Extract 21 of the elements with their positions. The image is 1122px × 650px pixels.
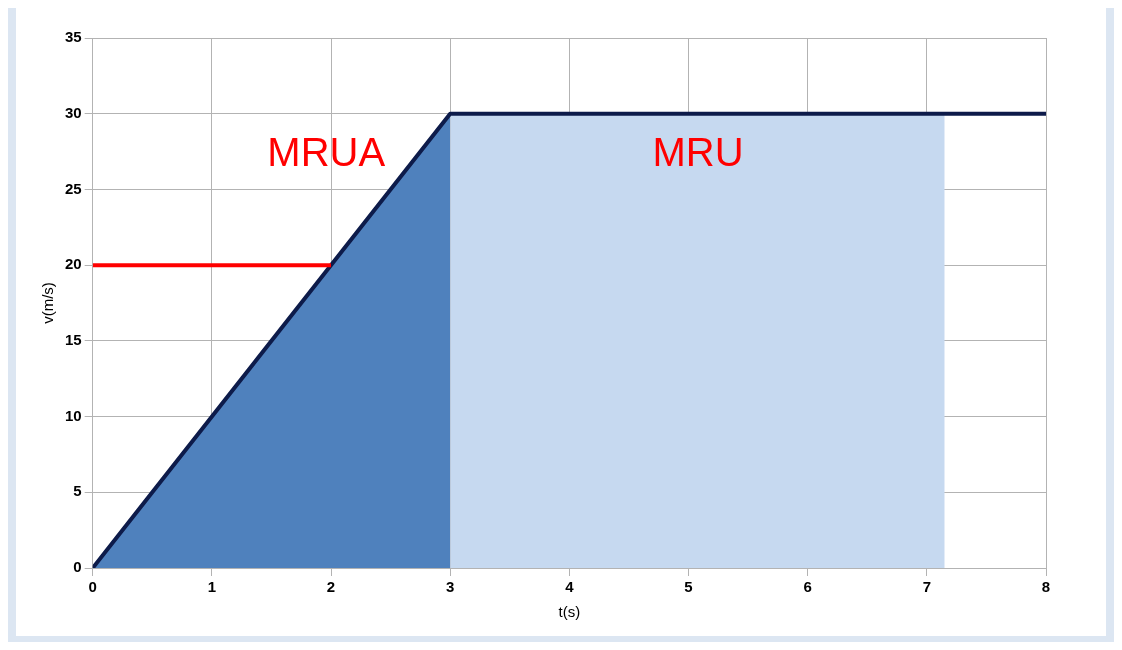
y-tick-label: 20 (65, 255, 82, 273)
annotation: MRU (652, 129, 744, 174)
x-tick-label: 3 (446, 578, 455, 596)
x-tick-label: 4 (565, 578, 575, 596)
x-tick-label: 1 (207, 578, 217, 596)
y-axis-title: v(m/s) (39, 282, 57, 324)
x-tick-label: 7 (922, 578, 932, 596)
y-tick-label: 25 (65, 179, 82, 197)
x-tick-label: 6 (803, 578, 812, 596)
annotation: MRUA (267, 129, 386, 174)
y-tick-label: 0 (73, 558, 82, 576)
y-tick-label: 35 (65, 28, 82, 46)
y-tick-label: 10 (65, 406, 82, 424)
x-tick-label: 2 (326, 578, 336, 596)
x-tick-label: 0 (88, 578, 97, 596)
y-tick-label: 5 (73, 482, 82, 500)
y-tick-label: 15 (65, 331, 82, 348)
x-tick-label: 5 (684, 578, 693, 596)
x-tick-label: 8 (1041, 578, 1051, 596)
y-tick-label: 30 (65, 103, 82, 121)
x-axis-title: t(s) (558, 603, 581, 621)
